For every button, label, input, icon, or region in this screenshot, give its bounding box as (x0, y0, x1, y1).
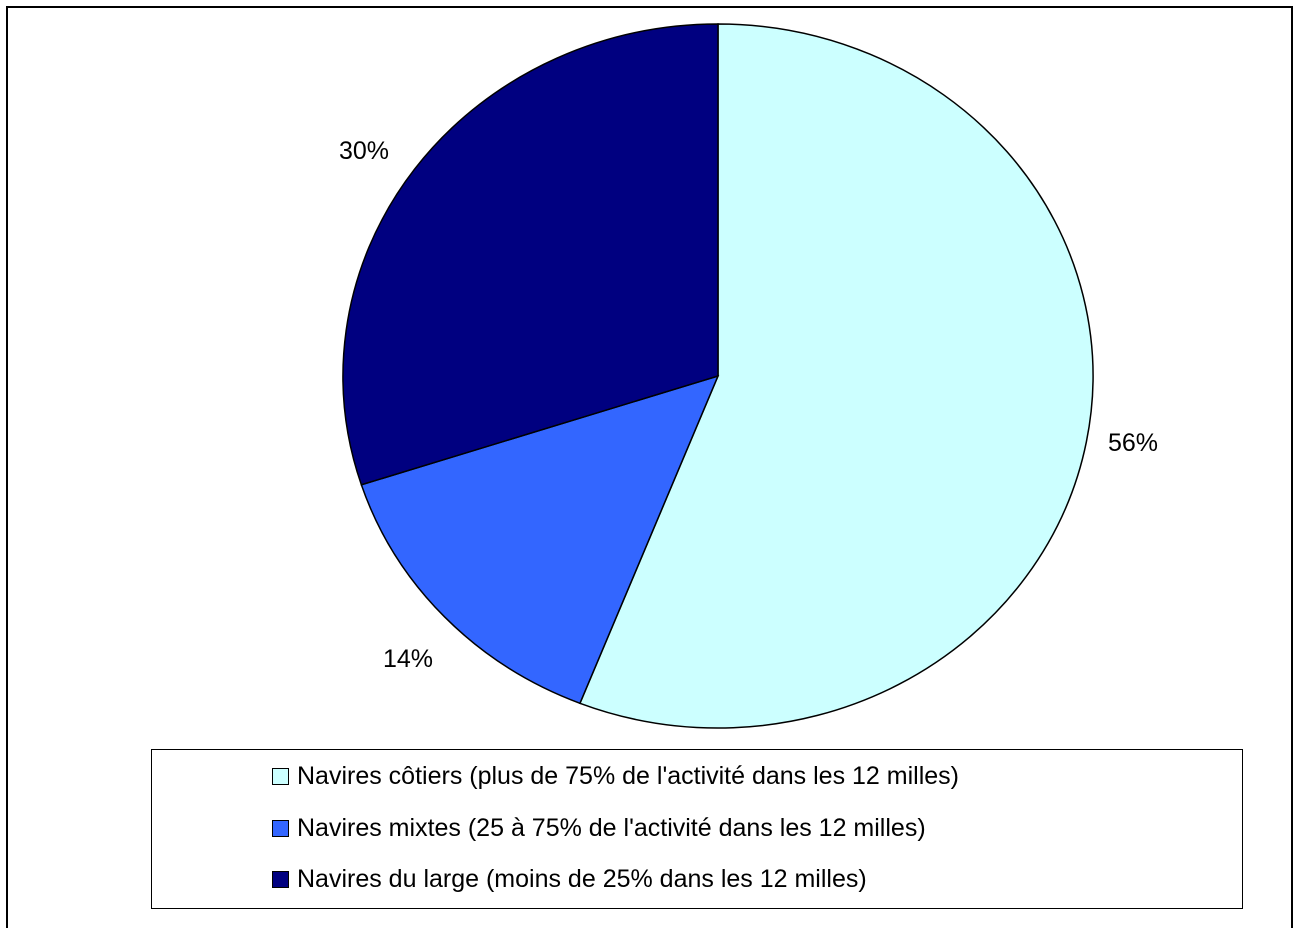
legend-label-offshore: Navires du large (moins de 25% dans les … (297, 864, 867, 893)
legend-item-offshore: Navires du large (moins de 25% dans les … (272, 864, 867, 894)
pie-slice-offshore (342, 23, 719, 486)
legend-item-coastal: Navires côtiers (plus de 75% de l'activi… (272, 761, 959, 791)
pie-data-labels: 56% 14% 30% (339, 137, 1158, 673)
legend-swatch-offshore (272, 870, 289, 888)
data-label-coastal: 56% (1108, 429, 1158, 457)
data-label-mixed: 14% (383, 645, 433, 673)
pie-slice-coastal (578, 23, 1094, 729)
chart-border (6, 6, 1293, 928)
legend-label-mixed: Navires mixtes (25 à 75% de l'activité d… (297, 813, 926, 842)
legend-swatch-mixed (272, 819, 289, 837)
legend-label-coastal: Navires côtiers (plus de 75% de l'activi… (297, 761, 959, 790)
data-label-offshore: 30% (339, 137, 389, 165)
legend-swatch-coastal (272, 767, 289, 785)
pie-slices (342, 23, 1094, 729)
legend: Navires côtiers (plus de 75% de l'activi… (151, 749, 1243, 909)
legend-item-mixed: Navires mixtes (25 à 75% de l'activité d… (272, 813, 926, 843)
